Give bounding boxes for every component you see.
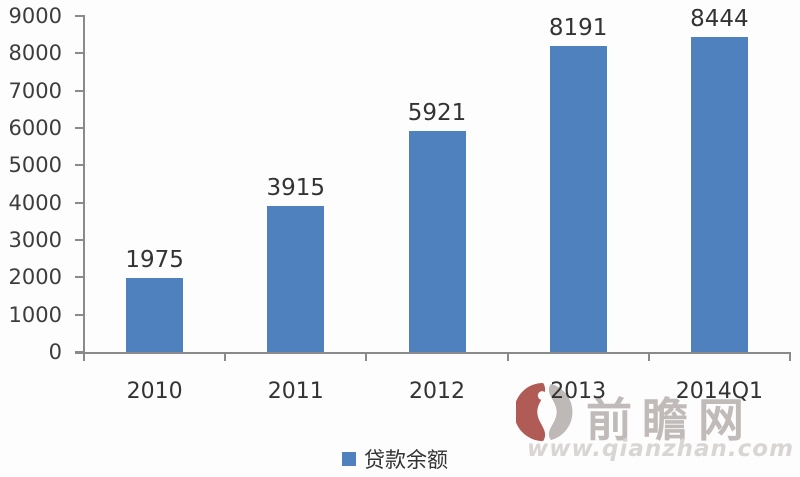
x-axis: [75, 352, 790, 354]
legend: 贷款余额: [342, 444, 448, 474]
x-axis-tick: [647, 352, 650, 361]
y-axis-tick: [75, 52, 84, 55]
y-axis-tick: [75, 201, 84, 204]
y-axis-tick: [75, 127, 84, 129]
y-axis: [83, 15, 85, 360]
y-axis-label: 7000: [8, 78, 62, 103]
legend-label: 贷款余额: [364, 448, 448, 472]
chart-bar: [408, 130, 466, 352]
chart-bar: [549, 46, 607, 352]
bar-value-label: 5921: [407, 99, 467, 126]
bar-value-label: 3915: [266, 174, 326, 201]
y-axis-label: 4000: [8, 190, 62, 215]
x-axis-tick: [506, 352, 509, 361]
x-axis-label: 2010: [126, 379, 183, 404]
x-axis-tick: [83, 352, 85, 361]
chart-bar: [690, 36, 748, 352]
y-axis-tick: [75, 164, 84, 167]
y-axis-label: 0: [48, 340, 62, 364]
x-axis-tick: [789, 352, 791, 361]
x-axis-label: 2013: [550, 379, 607, 404]
x-axis-label: 2012: [409, 379, 465, 404]
y-axis-label: 9000: [8, 4, 62, 28]
y-axis-tick: [75, 89, 84, 92]
y-axis-tick: [75, 276, 84, 279]
y-axis-tick: [75, 15, 84, 17]
x-axis-label: 2011: [267, 379, 324, 404]
y-axis-label: 1000: [8, 302, 62, 327]
chart-bar: [126, 278, 184, 352]
bar-value-label: 1975: [125, 247, 184, 274]
y-axis-label: 2000: [8, 265, 62, 290]
legend-marker-square: [342, 452, 356, 466]
x-axis-tick: [224, 352, 227, 361]
y-axis-tick: [75, 313, 84, 316]
y-axis-label: 6000: [8, 116, 62, 140]
bar-value-label: 8191: [548, 15, 608, 42]
x-axis-label: 2014Q1: [675, 379, 764, 404]
y-axis-label: 3000: [8, 228, 62, 252]
y-axis-label: 5000: [8, 153, 62, 178]
y-axis-label: 8000: [8, 41, 62, 66]
y-axis-tick: [75, 239, 84, 241]
bar-value-label: 8444: [690, 5, 749, 32]
y-axis-tick: [75, 351, 84, 353]
chart-bar: [267, 205, 325, 352]
x-axis-tick: [365, 352, 368, 361]
